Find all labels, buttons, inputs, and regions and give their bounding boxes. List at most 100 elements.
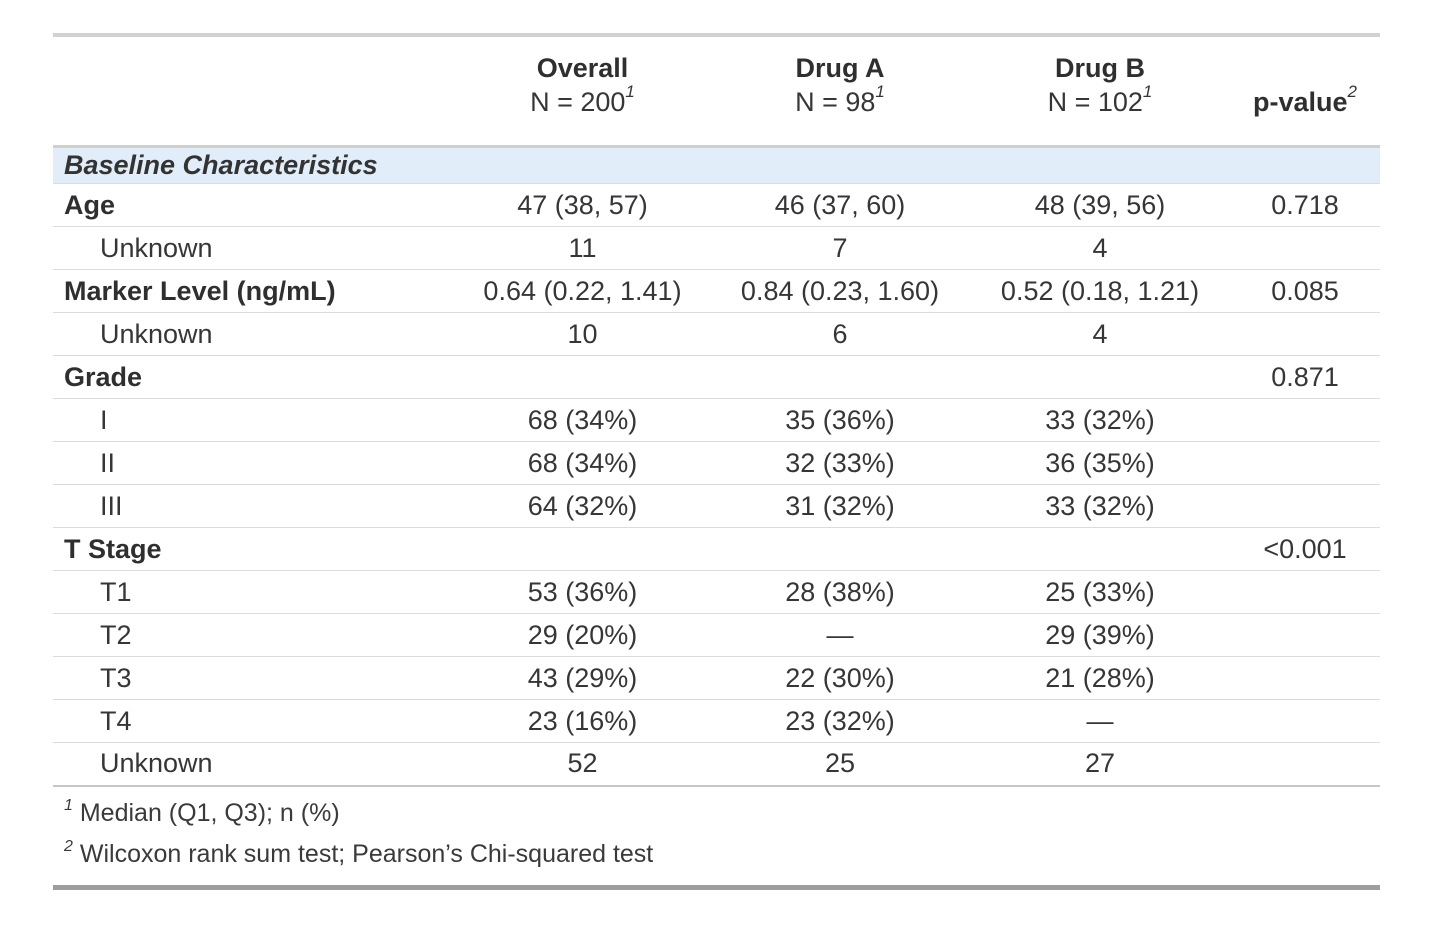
cell-drug-a: 0.84 (0.23, 1.60): [710, 269, 970, 313]
cell-drug-b: 4: [970, 226, 1230, 270]
table-row: Unknown 10 6 4: [53, 312, 1380, 356]
row-label: III: [53, 484, 455, 528]
header-drug-b: Drug B N = 1021: [970, 35, 1230, 148]
cell-drug-a: 35 (36%): [710, 398, 970, 442]
cell-drug-a: 22 (30%): [710, 656, 970, 700]
cell-overall: [455, 527, 710, 571]
table-row: T2 29 (20%) —29 (39%): [53, 613, 1380, 657]
table-row: T1 53 (36%) 28 (38%) 25 (33%): [53, 570, 1380, 614]
baseline-characteristics-table: Overall N = 2001 Drug A N = 981 Drug B N…: [53, 33, 1380, 890]
header-drug-b-label: Drug B: [1055, 53, 1145, 83]
cell-overall: 47 (38, 57): [455, 183, 710, 227]
row-label: Unknown: [100, 748, 213, 779]
header-p-value: p-value2: [1230, 35, 1380, 148]
cell-drug-b: —: [970, 699, 1230, 743]
cell-drug-a: [710, 527, 970, 571]
cell-overall: 0.64 (0.22, 1.41): [455, 269, 710, 313]
cell-drug-a: 7: [710, 226, 970, 270]
row-label: T3: [53, 656, 455, 700]
table-row: Unknown 52 25 27: [53, 743, 1380, 786]
table-row: Marker Level (ng/mL) 0.64 (0.22, 1.41) 0.8…: [53, 269, 1380, 313]
cell-p-value: [1230, 570, 1380, 614]
cell-drug-b: 25 (33%): [970, 570, 1230, 614]
header-overall-n: N = 2001: [455, 83, 710, 119]
cell-p-value: [1230, 312, 1380, 356]
cell-drug-a: 28 (38%): [710, 570, 970, 614]
cell-p-value: [1230, 398, 1380, 442]
cell-p-value: [1230, 613, 1380, 657]
cell-drug-b: 27: [1084, 748, 1116, 779]
row-label: T4: [53, 699, 455, 743]
cell-p-value: [1230, 656, 1380, 700]
cell-drug-a: 46 (37, 60): [710, 183, 970, 227]
summary-table-container: Overall N = 2001 Drug A N = 981 Drug B N…: [53, 33, 1380, 890]
table-row: Age 47 (38, 57) 46 (37, 60) 48 (39, 56) 0.71…: [53, 183, 1380, 227]
cell-drug-b: 21 (28%): [970, 656, 1230, 700]
cell-drug-a: 31 (32%): [710, 484, 970, 528]
header-overall-n-text: N = 200: [530, 87, 626, 117]
cell-overall: 68 (34%): [455, 441, 710, 485]
cell-drug-b: 33 (32%): [970, 484, 1230, 528]
cell-overall: 68 (34%): [455, 398, 710, 442]
cell-p-value: [1230, 441, 1380, 485]
cell-p-value: [1230, 484, 1380, 528]
table-row: II 68 (34%) 32 (33%) 36 (35%): [53, 441, 1380, 485]
footnote-mark-2: 2: [1347, 82, 1357, 101]
cell-overall: [455, 355, 710, 399]
footnote-mark-1: 1: [1142, 82, 1153, 101]
header-overall: Overall N = 2001: [455, 35, 710, 148]
cell-drug-a: [710, 355, 970, 399]
group-header-row: Baseline Characteristics: [53, 146, 1380, 184]
footnotes-cell: 1 Median (Q1, Q3); n (%) 2 Wilcoxon rank…: [53, 784, 1380, 887]
row-label: II: [53, 441, 455, 485]
table-row: T Stage <0.001: [53, 527, 1380, 571]
row-label: Unknown: [53, 312, 455, 356]
cell-overall: 10: [455, 312, 710, 356]
row-label: I: [53, 398, 455, 442]
cell-drug-b: 36 (35%): [970, 441, 1230, 485]
footnote-1-mark: 1: [64, 796, 73, 814]
header-drug-b-n-text: N = 102: [1047, 87, 1143, 117]
cell-drug-b: 4: [970, 312, 1230, 356]
cell-drug-a: —: [710, 613, 970, 657]
row-label: T2: [53, 613, 455, 657]
table-row: T3 43 (29%) 22 (30%) 21 (28%): [53, 656, 1380, 700]
table-row: T4 23 (16%) 23 (32%) —: [53, 699, 1380, 743]
table-body: Baseline Characteristics Age 47 (38, 57) 4…: [53, 146, 1380, 786]
cell-drug-b: 0.52 (0.18, 1.21): [970, 269, 1230, 313]
cell-p-value: 0.871: [1230, 355, 1380, 399]
footnote-2-mark: 2: [64, 837, 73, 855]
table-row: I 68 (34%) 35 (36%) 33 (32%): [53, 398, 1380, 442]
footnote-mark-1: 1: [875, 82, 885, 101]
row-label: Grade: [53, 355, 455, 399]
cell-drug-a: 32 (33%): [710, 441, 970, 485]
cell-overall: 64 (32%): [455, 484, 710, 528]
cell-drug-a: 25: [824, 748, 856, 779]
header-drug-a-n: N = 981: [710, 82, 970, 119]
table-row: Grade 0.871: [53, 355, 1380, 399]
table-footer: 1 Median (Q1, Q3); n (%) 2 Wilcoxon rank…: [53, 784, 1380, 887]
row-label: T Stage: [53, 527, 455, 571]
header-overall-label: Overall: [536, 53, 629, 83]
cell-overall: 52: [567, 748, 598, 779]
cell-overall: 29 (20%): [455, 613, 710, 657]
header-drug-b-n: N = 1021: [970, 82, 1230, 119]
header-row: Overall N = 2001 Drug A N = 981 Drug B N…: [53, 35, 1380, 148]
row-label: Unknown: [53, 226, 455, 270]
cell-drug-b: 33 (32%): [970, 398, 1230, 442]
footnote-2-text: Wilcoxon rank sum test; Pearson’s Chi-sq…: [79, 839, 654, 868]
cell-drug-b: 29 (39%): [970, 613, 1230, 657]
cell-overall: 53 (36%): [455, 570, 710, 614]
footnote-1: 1 Median (Q1, Q3); n (%): [64, 793, 1380, 834]
table-header: Overall N = 2001 Drug A N = 981 Drug B N…: [53, 35, 1380, 148]
cell-p-value: [1230, 743, 1380, 786]
cell-overall: 43 (29%): [455, 656, 710, 700]
header-p-value-label: p-value: [1253, 87, 1348, 117]
table-row: III 64 (32%) 31 (32%) 33 (32%): [53, 484, 1380, 528]
row-label: T1: [53, 570, 455, 614]
cell-p-value: [1230, 226, 1380, 270]
cell-drug-b: [970, 355, 1230, 399]
cell-p-value: <0.001: [1230, 527, 1380, 571]
cell-drug-a: 23 (32%): [710, 699, 970, 743]
group-header-label: Baseline Characteristics: [53, 146, 1380, 184]
